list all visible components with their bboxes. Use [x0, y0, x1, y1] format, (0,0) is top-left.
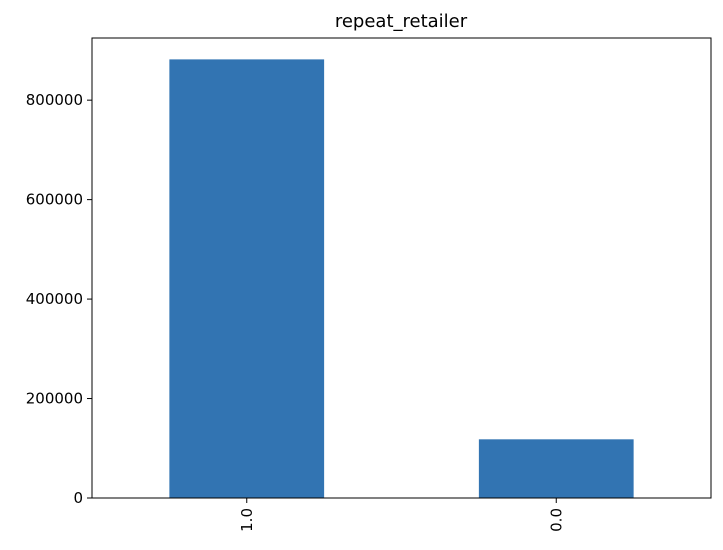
x-tick-label: 0.0 [547, 508, 565, 532]
bar-1-0 [169, 59, 325, 498]
x-tick-label: 1.0 [238, 508, 256, 532]
y-tick-label: 600000 [26, 191, 83, 209]
y-axis: 0 200000 400000 600000 800000 [26, 91, 92, 507]
bar-0-0 [478, 439, 634, 498]
chart-title: repeat_retailer [335, 11, 468, 32]
y-tick-label: 800000 [26, 91, 83, 109]
bars-layer [169, 59, 634, 498]
x-axis: 1.0 0.0 [238, 498, 565, 532]
plot-frame [91, 37, 712, 499]
y-tick-label: 400000 [26, 290, 83, 308]
y-tick-label: 0 [73, 489, 83, 507]
y-tick-label: 200000 [26, 390, 83, 408]
